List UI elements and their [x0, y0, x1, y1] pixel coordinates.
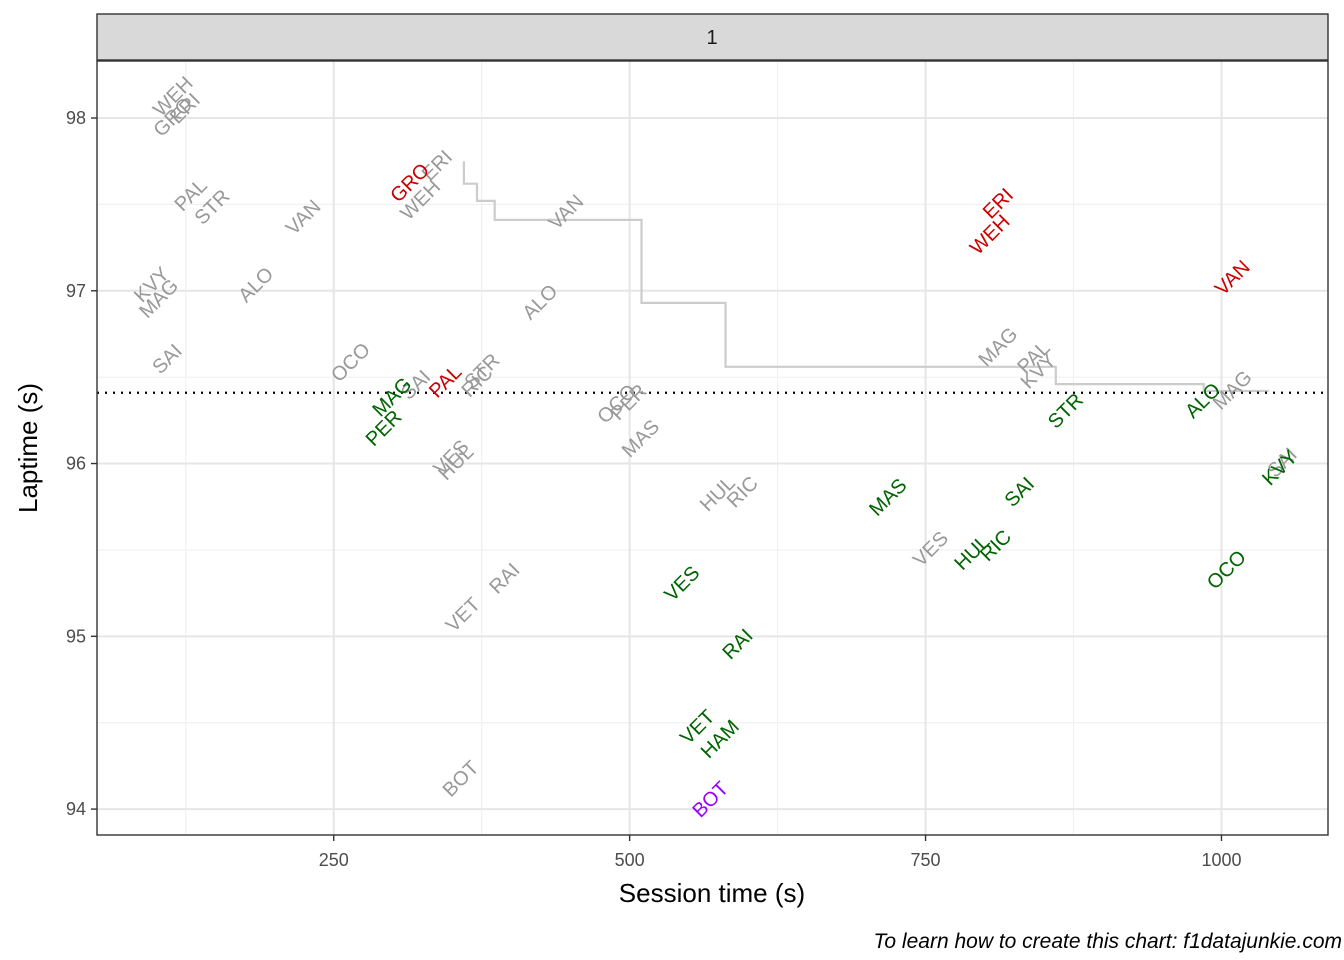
x-tick-label: 500 — [615, 850, 645, 870]
y-tick-label: 94 — [66, 799, 86, 819]
y-axis-label: Laptime (s) — [13, 383, 43, 513]
y-tick-label: 97 — [66, 281, 86, 301]
facet-label: 1 — [706, 27, 717, 49]
x-axis-ticks: 250 500 750 1000 — [319, 835, 1241, 870]
y-axis-ticks: 94 95 96 97 98 — [66, 108, 97, 819]
y-tick-label: 95 — [66, 626, 86, 646]
y-tick-label: 98 — [66, 108, 86, 128]
grid — [97, 61, 1328, 835]
best-lap-step-line — [462, 161, 1269, 393]
caption: To learn how to create this chart: f1dat… — [873, 930, 1342, 953]
step-line-path — [462, 161, 1269, 393]
x-tick-label: 1000 — [1201, 850, 1241, 870]
facet-strip — [96, 13, 1329, 61]
y-tick-label: 96 — [66, 454, 86, 474]
x-axis-label: Session time (s) — [619, 878, 805, 908]
x-tick-label: 750 — [911, 850, 941, 870]
panel-border — [96, 60, 1329, 836]
x-tick-label: 250 — [319, 850, 349, 870]
panel-background — [97, 61, 1328, 835]
